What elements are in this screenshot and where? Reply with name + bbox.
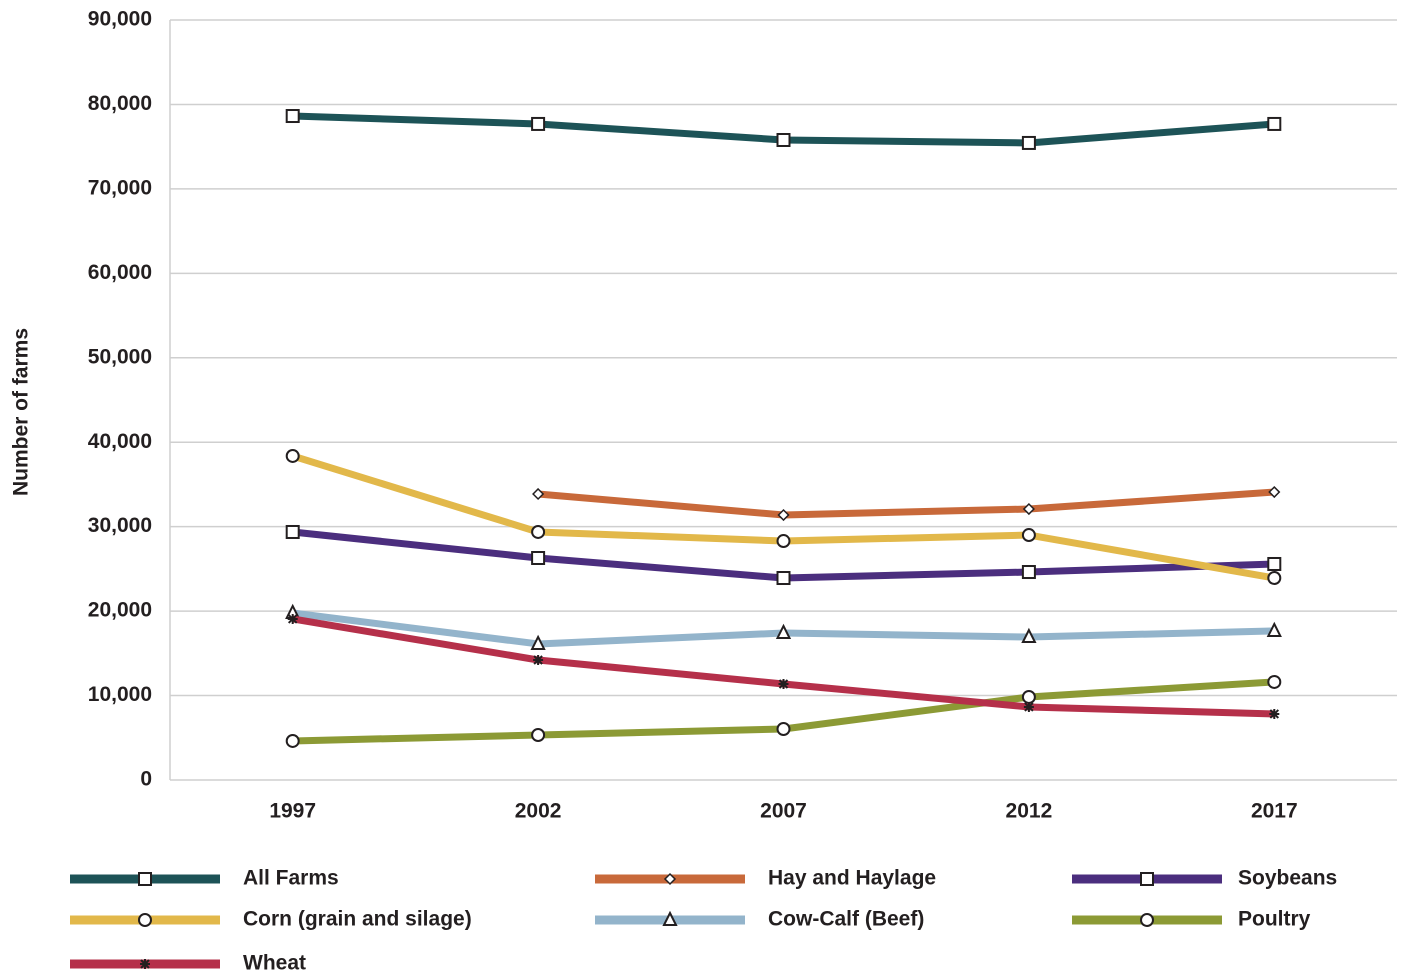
legend-marker	[1140, 872, 1154, 886]
legend-label: Poultry	[1238, 908, 1311, 931]
y-tick-label: 50,000	[88, 345, 152, 368]
data-point	[531, 524, 546, 539]
data-point	[531, 116, 546, 131]
x-tick-label: 2012	[1006, 800, 1053, 823]
legend-marker	[663, 872, 677, 886]
data-point	[1023, 701, 1034, 712]
data-point	[1268, 485, 1281, 499]
series-line	[537, 488, 1275, 519]
y-tick-label: 40,000	[88, 430, 152, 453]
data-point	[778, 678, 789, 689]
legend-label: Wheat	[243, 952, 306, 975]
data-point	[777, 508, 790, 522]
y-tick-label: 30,000	[88, 514, 152, 537]
y-tick-label: 80,000	[88, 92, 152, 115]
data-point	[531, 727, 546, 742]
data-point	[1267, 556, 1282, 571]
legend-label: All Farms	[243, 867, 339, 890]
data-point	[530, 634, 546, 650]
data-point	[285, 109, 300, 124]
legend-label: Soybeans	[1238, 867, 1337, 890]
x-tick-label: 2017	[1251, 800, 1298, 823]
data-point	[1267, 674, 1282, 689]
data-point	[1021, 528, 1036, 543]
y-tick-label: 60,000	[88, 261, 152, 284]
legend-marker	[662, 910, 678, 926]
data-point	[285, 733, 300, 748]
data-point	[776, 571, 791, 586]
y-axis-label: Number of farms	[10, 328, 33, 496]
data-point	[532, 487, 545, 501]
data-point	[775, 623, 792, 639]
legend-marker	[140, 959, 150, 969]
data-point	[1269, 708, 1280, 719]
data-point	[776, 534, 791, 549]
x-tick-label: 2007	[760, 800, 807, 823]
data-point	[1021, 135, 1036, 150]
data-point	[1021, 689, 1036, 704]
data-point	[776, 721, 791, 736]
legend-label: Cow-Calf (Beef)	[768, 908, 924, 931]
y-tick-label: 70,000	[88, 176, 152, 199]
x-tick-label: 2002	[515, 800, 562, 823]
data-point	[285, 448, 300, 463]
data-point	[285, 524, 300, 539]
y-tick-label: 20,000	[88, 599, 152, 622]
y-tick-label: 0	[140, 768, 152, 791]
data-point	[1021, 565, 1036, 580]
y-tick-label: 10,000	[88, 683, 152, 706]
legend-marker	[138, 913, 152, 927]
data-point	[1022, 502, 1035, 516]
x-tick-label: 1997	[269, 800, 316, 823]
data-point	[1267, 116, 1282, 131]
data-point	[1267, 571, 1282, 586]
legend-label: Hay and Haylage	[768, 867, 936, 890]
data-point	[287, 613, 298, 624]
y-tick-label: 90,000	[88, 8, 152, 31]
data-point	[533, 655, 544, 666]
legend-marker	[1140, 913, 1154, 927]
data-point	[531, 550, 546, 565]
data-point	[776, 132, 791, 147]
data-point	[1266, 621, 1282, 637]
legend-label: Corn (grain and silage)	[243, 908, 472, 931]
legend-marker	[138, 872, 152, 886]
data-point	[1021, 627, 1037, 644]
